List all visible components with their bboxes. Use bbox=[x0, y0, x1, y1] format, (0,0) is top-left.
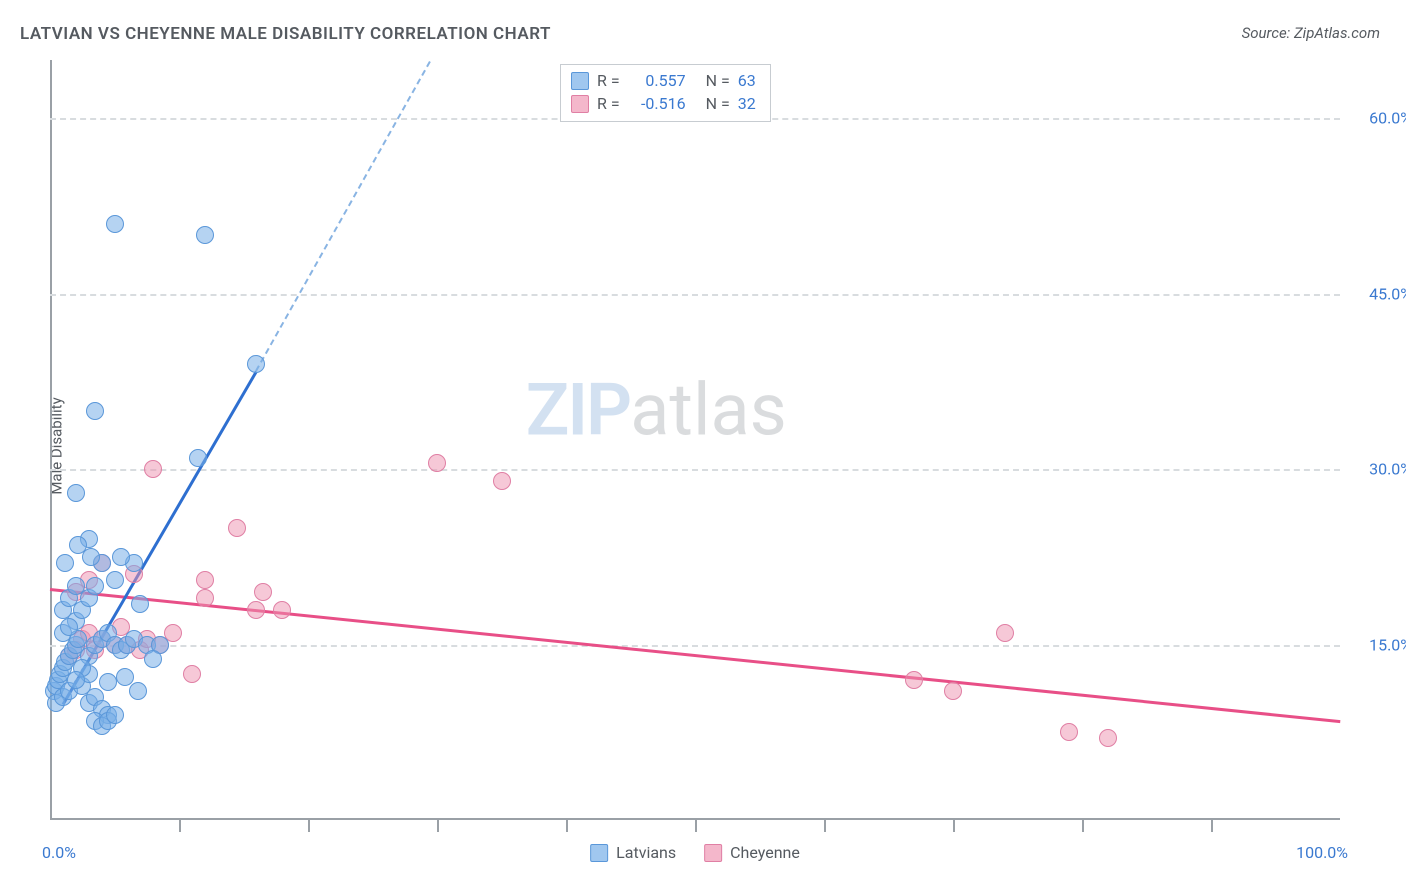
gridline bbox=[50, 469, 1340, 471]
data-point bbox=[196, 571, 214, 589]
stat-r-label: R = bbox=[597, 94, 620, 113]
data-point bbox=[86, 577, 104, 595]
y-tick-label: 30.0% bbox=[1352, 460, 1406, 479]
data-point bbox=[247, 355, 265, 373]
data-point bbox=[112, 548, 130, 566]
data-point bbox=[189, 449, 207, 467]
data-point bbox=[56, 554, 74, 572]
x-tick bbox=[308, 820, 310, 832]
trendline bbox=[256, 61, 432, 372]
bottom-legend: Latvians Cheyenne bbox=[590, 843, 800, 862]
chart-area: 15.0%30.0%45.0%60.0% ZIPatlas R =0.557N … bbox=[50, 60, 1340, 820]
stat-r-value: 0.557 bbox=[628, 71, 686, 90]
x-tick bbox=[695, 820, 697, 832]
legend-swatch bbox=[571, 72, 589, 90]
stat-n-label: N = bbox=[706, 94, 730, 113]
data-point bbox=[493, 472, 511, 490]
gridline bbox=[50, 294, 1340, 296]
data-point bbox=[106, 706, 124, 724]
chart-title: LATVIAN VS CHEYENNE MALE DISABILITY CORR… bbox=[20, 24, 551, 44]
data-point bbox=[67, 484, 85, 502]
legend-swatch bbox=[590, 844, 608, 862]
data-point bbox=[144, 460, 162, 478]
data-point bbox=[86, 402, 104, 420]
data-point bbox=[106, 215, 124, 233]
data-point bbox=[196, 226, 214, 244]
data-point bbox=[254, 583, 272, 601]
trendline bbox=[50, 588, 1340, 723]
data-point bbox=[129, 682, 147, 700]
data-point bbox=[99, 673, 117, 691]
data-point bbox=[1060, 723, 1078, 741]
legend-item: Cheyenne bbox=[704, 843, 800, 862]
data-point bbox=[428, 454, 446, 472]
legend-item: Latvians bbox=[590, 843, 676, 862]
plot-surface: 15.0%30.0%45.0%60.0% bbox=[50, 60, 1340, 820]
stats-row: R = 0.557 N = 63 bbox=[571, 69, 756, 92]
data-point bbox=[905, 671, 923, 689]
data-point bbox=[247, 601, 265, 619]
y-tick-label: 45.0% bbox=[1352, 284, 1406, 303]
stat-n-label: N = bbox=[706, 71, 730, 90]
x-tick bbox=[437, 820, 439, 832]
stat-n-value: 63 bbox=[738, 71, 756, 90]
data-point bbox=[60, 618, 78, 636]
legend-swatch bbox=[704, 844, 722, 862]
x-tick bbox=[953, 820, 955, 832]
stat-r-value: -0.516 bbox=[628, 94, 686, 113]
data-point bbox=[273, 601, 291, 619]
stat-r-label: R = bbox=[597, 71, 620, 90]
stat-n-value: 32 bbox=[738, 94, 756, 113]
data-point bbox=[196, 589, 214, 607]
y-tick-label: 60.0% bbox=[1352, 109, 1406, 128]
x-tick bbox=[1082, 820, 1084, 832]
data-point bbox=[131, 595, 149, 613]
data-point bbox=[996, 624, 1014, 642]
data-point bbox=[1099, 729, 1117, 747]
x-axis-max-label: 100.0% bbox=[1296, 843, 1348, 862]
data-point bbox=[183, 665, 201, 683]
data-point bbox=[67, 671, 85, 689]
data-point bbox=[82, 548, 100, 566]
x-tick bbox=[179, 820, 181, 832]
stats-row: R = -0.516 N = 32 bbox=[571, 92, 756, 115]
data-point bbox=[67, 577, 85, 595]
data-point bbox=[106, 571, 124, 589]
data-point bbox=[144, 650, 162, 668]
source-attribution: Source: ZipAtlas.com bbox=[1242, 24, 1380, 42]
x-tick bbox=[1211, 820, 1213, 832]
y-tick-label: 15.0% bbox=[1352, 635, 1406, 654]
legend-swatch bbox=[571, 95, 589, 113]
x-tick bbox=[566, 820, 568, 832]
gridline bbox=[50, 645, 1340, 647]
legend-label: Latvians bbox=[616, 843, 676, 862]
legend-label: Cheyenne bbox=[730, 843, 800, 862]
data-point bbox=[228, 519, 246, 537]
x-axis-min-label: 0.0% bbox=[42, 843, 76, 862]
stats-legend-box: R = 0.557 N = 63 R = -0.516 N = 32 bbox=[560, 64, 771, 122]
x-tick bbox=[824, 820, 826, 832]
data-point bbox=[944, 682, 962, 700]
